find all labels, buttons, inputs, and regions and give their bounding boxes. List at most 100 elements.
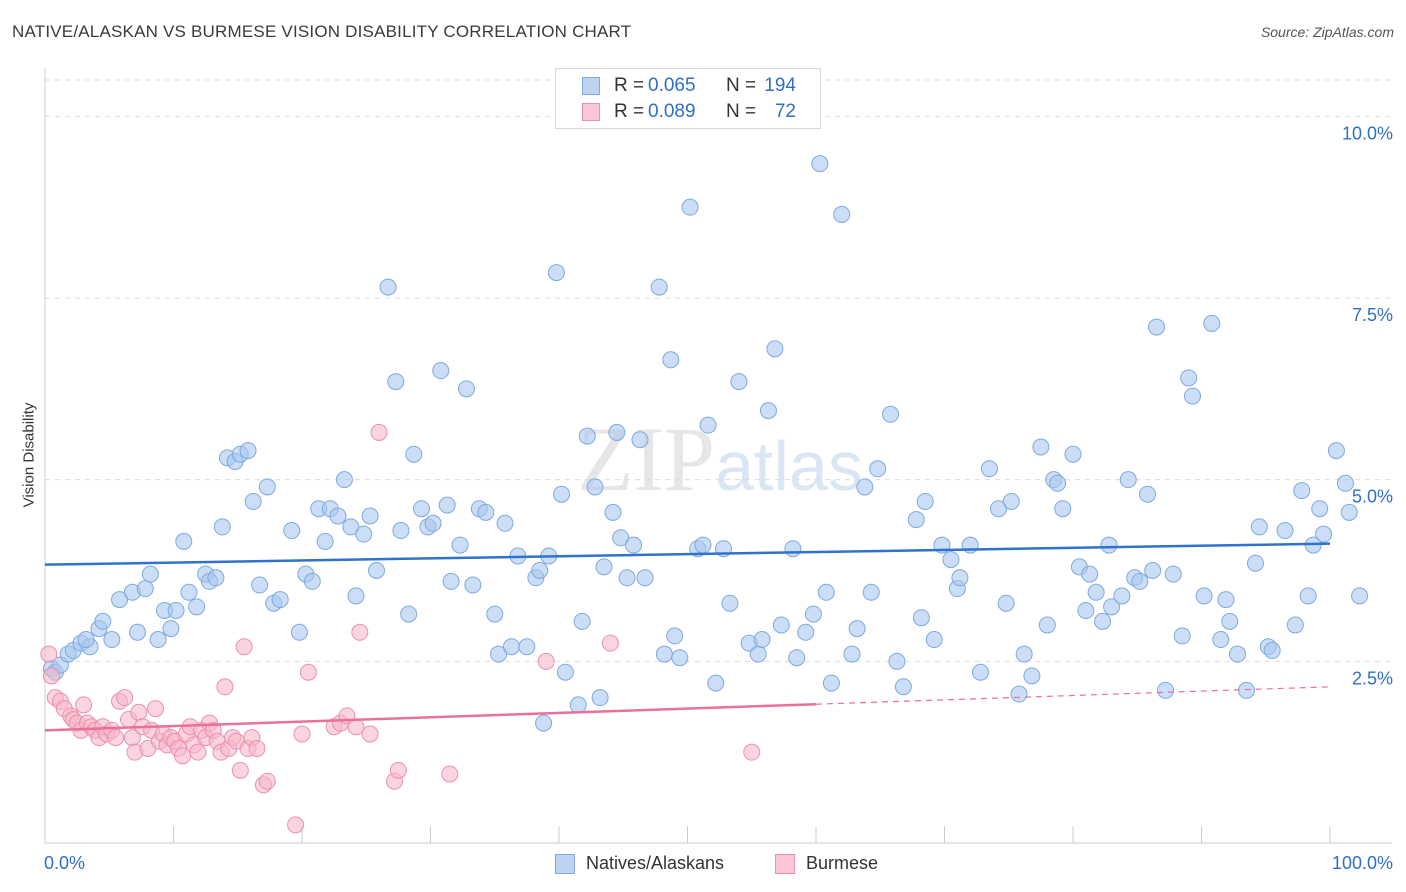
burmese-point — [389, 761, 407, 779]
burmese-point — [147, 700, 165, 718]
burmese-trend-line — [44, 702, 817, 732]
native-point — [666, 627, 684, 645]
native-point — [907, 511, 925, 529]
native-point — [980, 460, 998, 478]
native-point — [162, 620, 180, 638]
native-point — [894, 678, 912, 696]
native-point — [1049, 474, 1067, 492]
native-point — [1010, 685, 1028, 703]
native-point — [438, 496, 456, 514]
native-point — [822, 674, 840, 692]
legend-swatch-natives — [582, 77, 600, 95]
native-point — [694, 536, 712, 554]
native-trend-line — [44, 542, 1331, 566]
native-point — [1336, 474, 1354, 492]
native-point — [753, 631, 771, 649]
native-point — [707, 674, 725, 692]
native-point — [862, 583, 880, 601]
native-point — [180, 583, 198, 601]
native-point — [1246, 554, 1264, 572]
native-point — [502, 638, 520, 656]
burmese-point — [258, 772, 276, 790]
native-point — [303, 572, 321, 590]
burmese-point — [287, 816, 305, 834]
native-point — [662, 351, 680, 369]
native-point — [1081, 565, 1099, 583]
native-point — [650, 278, 668, 296]
native-point — [335, 471, 353, 489]
native-point — [811, 155, 829, 173]
native-point — [342, 518, 360, 536]
native-point — [553, 485, 571, 503]
native-point — [1217, 591, 1235, 609]
native-point — [759, 402, 777, 420]
native-point — [290, 623, 308, 641]
native-point — [251, 576, 269, 594]
native-point — [392, 522, 410, 540]
native-point — [784, 540, 802, 558]
burmese-point — [601, 634, 619, 652]
native-point — [749, 645, 767, 663]
x-tick-label: 100.0% — [1332, 853, 1393, 873]
native-point — [379, 278, 397, 296]
native-point — [681, 198, 699, 216]
native-point — [788, 649, 806, 667]
native-point — [1103, 598, 1121, 616]
native-point — [535, 714, 553, 732]
native-point — [1351, 587, 1369, 605]
legend-row-natives: R = 0.065 N = 194 — [556, 75, 820, 99]
native-point — [531, 562, 549, 579]
native-point — [636, 569, 654, 587]
burmese-point — [293, 725, 311, 743]
native-point — [569, 696, 587, 714]
native-point — [1195, 587, 1213, 605]
native-point — [1311, 500, 1329, 518]
native-point — [1164, 565, 1182, 583]
native-point — [869, 460, 887, 478]
native-point — [721, 594, 739, 612]
native-point — [141, 565, 159, 583]
native-point — [1293, 482, 1311, 500]
native-point — [486, 605, 504, 623]
native-point — [1113, 587, 1131, 605]
native-point — [699, 416, 717, 434]
burmese-point — [537, 652, 555, 670]
native-point — [586, 478, 604, 496]
series-label-burmese: Burmese — [806, 853, 879, 873]
native-point — [1276, 522, 1294, 540]
native-point — [477, 503, 495, 521]
native-point — [804, 605, 822, 623]
native-point — [457, 380, 475, 398]
burmese-point — [107, 729, 125, 747]
burmese-point — [216, 678, 234, 696]
burmese-point — [189, 743, 207, 761]
native-point — [618, 569, 636, 587]
native-point — [1263, 641, 1281, 659]
native-point — [1023, 667, 1041, 685]
native-point — [951, 569, 969, 587]
native-point — [1100, 536, 1118, 554]
native-point — [442, 572, 460, 590]
native-point — [1015, 645, 1033, 663]
native-point — [239, 442, 257, 460]
native-point — [1054, 500, 1072, 518]
legend-row-burmese: R = 0.089 N = 72 — [556, 101, 820, 125]
native-point — [925, 631, 943, 649]
native-point — [631, 431, 649, 449]
legend-r-label: R = — [614, 75, 645, 96]
native-point — [997, 594, 1015, 612]
native-point — [882, 405, 900, 423]
native-point — [258, 478, 276, 496]
burmese-point — [130, 703, 148, 721]
native-point — [1250, 518, 1268, 536]
correlation-legend: R = 0.065 N = 194 R = 0.089 N = 72 — [555, 68, 821, 129]
native-point — [432, 362, 450, 380]
native-point — [547, 264, 565, 282]
native-point — [604, 503, 622, 521]
native-point — [1038, 616, 1056, 634]
native-point — [1228, 645, 1246, 663]
y-tick-label: 10.0% — [1342, 123, 1393, 143]
native-point — [916, 492, 934, 510]
native-point — [1180, 369, 1198, 387]
native-point — [271, 591, 289, 609]
